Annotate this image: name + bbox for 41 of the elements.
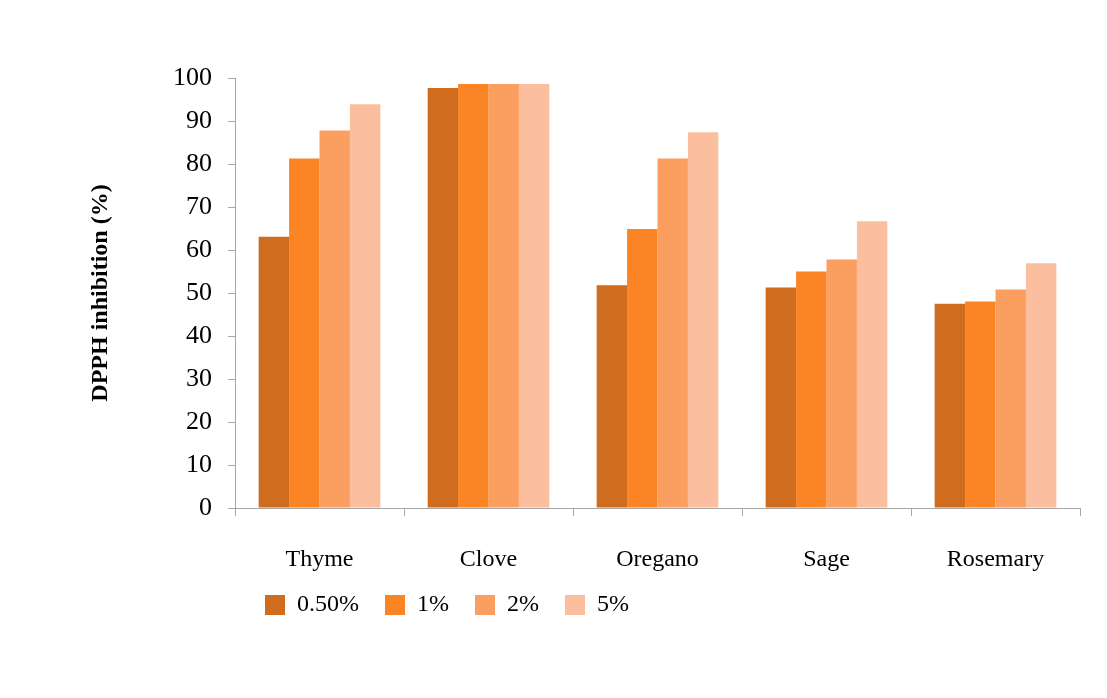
bar bbox=[657, 158, 688, 508]
x-tick-label: Oregano bbox=[616, 544, 699, 571]
bar bbox=[458, 84, 489, 508]
x-tick-label: Thyme bbox=[285, 544, 354, 571]
y-tick-label: 90 bbox=[186, 104, 212, 134]
bar bbox=[319, 130, 350, 508]
y-tick-label: 60 bbox=[186, 233, 212, 263]
bar bbox=[826, 259, 857, 508]
y-tick-label: 40 bbox=[186, 319, 212, 349]
bar bbox=[765, 287, 797, 508]
x-tick-label: Sage bbox=[803, 544, 850, 571]
y-tick-label: 50 bbox=[186, 276, 212, 306]
y-tick-label: 0 bbox=[199, 491, 212, 521]
bar bbox=[596, 285, 628, 508]
y-axis-title: DPPH inhibition (%) bbox=[85, 184, 112, 402]
bar bbox=[856, 221, 888, 508]
y-tick-label: 10 bbox=[186, 448, 212, 478]
y-tick-label: 20 bbox=[186, 405, 212, 435]
legend-label: 2% bbox=[506, 590, 539, 617]
bar bbox=[349, 104, 381, 508]
legend-label: 1% bbox=[416, 590, 449, 617]
y-tick-label: 30 bbox=[186, 362, 212, 392]
bar bbox=[1025, 263, 1057, 508]
legend-label: 5% bbox=[596, 590, 629, 617]
bar bbox=[488, 84, 519, 508]
bar bbox=[627, 228, 658, 508]
bar bbox=[258, 236, 290, 508]
x-tick-label: Rosemary bbox=[946, 544, 1045, 571]
bar bbox=[796, 271, 827, 508]
bar bbox=[965, 301, 996, 508]
legend-label: 0.50% bbox=[297, 590, 359, 617]
bar bbox=[518, 84, 550, 508]
y-tick-label: 100 bbox=[173, 61, 212, 91]
bar bbox=[687, 132, 719, 508]
bar bbox=[995, 289, 1026, 508]
y-tick-label: 80 bbox=[186, 147, 212, 177]
bar bbox=[289, 158, 320, 508]
bar bbox=[934, 303, 966, 508]
x-tick-label: Clove bbox=[459, 544, 518, 571]
y-tick-label: 70 bbox=[186, 190, 212, 220]
bar bbox=[427, 87, 459, 508]
